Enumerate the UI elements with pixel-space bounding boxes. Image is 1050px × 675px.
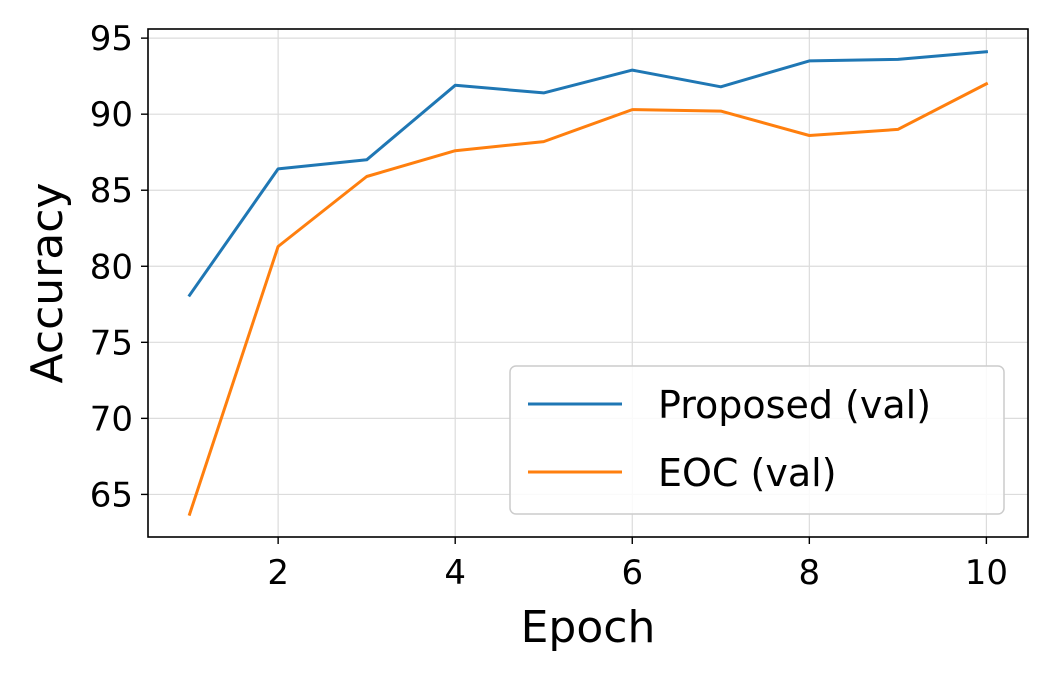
legend-box [509,365,1005,515]
x-axis-ticks: 2 4 6 8 10 [267,537,1008,593]
series-line-2 [187,81,989,517]
y-tick-label: 75 [90,323,133,363]
legend-label: Proposed (val) [658,383,931,427]
x-tick-label: 2 [267,553,289,593]
x-axis-label: Epoch [521,602,656,653]
series-lines [187,50,989,517]
x-tick-label: 8 [799,553,821,593]
y-tick-label: 70 [90,399,133,439]
plot-frame [147,28,1029,538]
y-tick-label: 85 [90,171,133,211]
y-axis-ticks: 65 70 75 80 85 90 95 [90,19,148,515]
x-tick-label: 4 [444,553,466,593]
y-tick-label: 80 [90,247,133,287]
series-line-1 [187,50,989,298]
y-tick-label: 90 [90,95,133,135]
x-tick-label: 6 [621,553,643,593]
y-axis-label: Accuracy [22,183,73,384]
legend-label: EOC (val) [658,451,837,495]
y-tick-label: 65 [90,475,133,515]
x-tick-label: 10 [965,553,1008,593]
legend: Proposed (val) EOC (val) [509,365,1005,515]
y-tick-label: 95 [90,19,133,59]
